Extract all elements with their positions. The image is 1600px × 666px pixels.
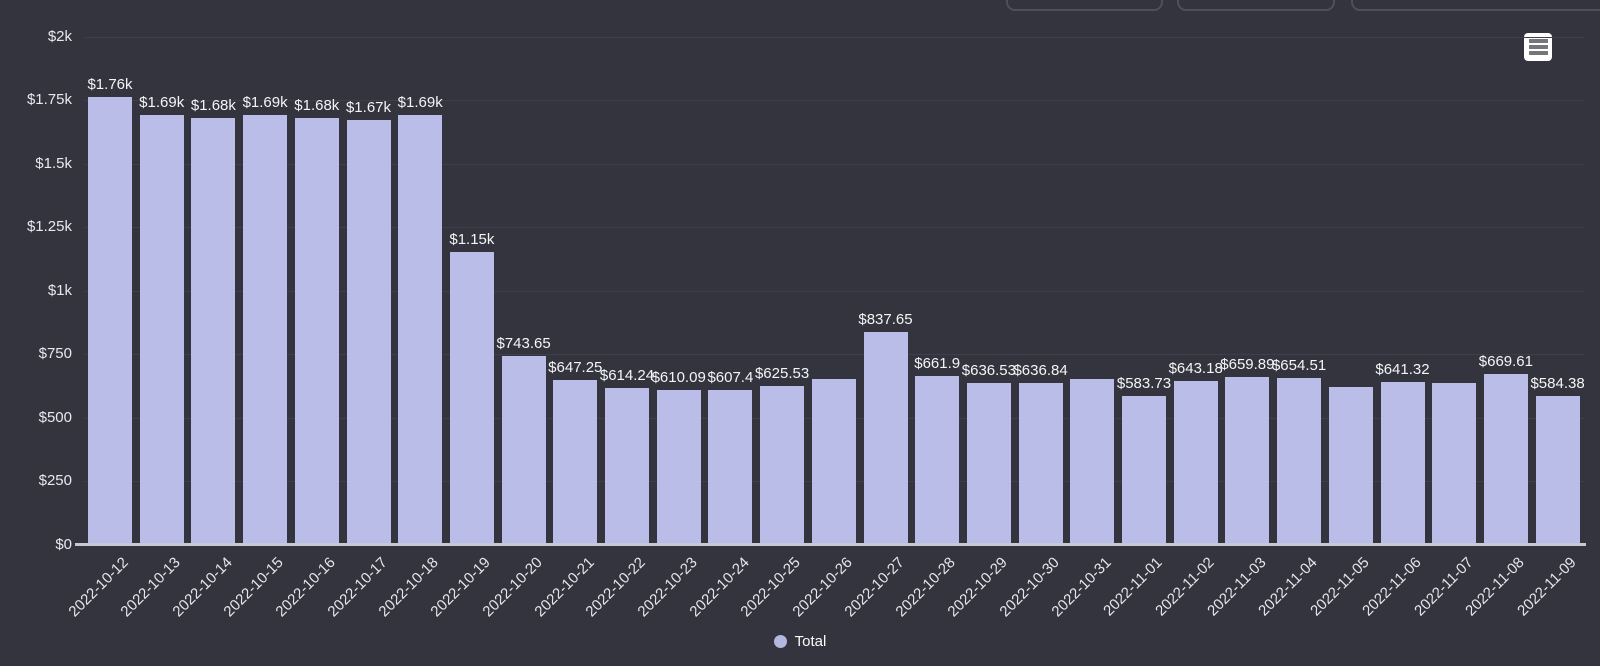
bar-value-label: $647.25 xyxy=(548,359,603,377)
bar-value-label: $1.69k xyxy=(242,94,288,112)
legend-label: Total xyxy=(794,632,827,650)
bar[interactable] xyxy=(1173,381,1218,545)
y-axis-tick-label: $0 xyxy=(55,535,72,553)
bar[interactable] xyxy=(553,380,598,545)
gridline xyxy=(85,227,1585,228)
bar-value-label: $669.61 xyxy=(1478,353,1533,371)
bar-value-label: $643.18 xyxy=(1168,360,1223,378)
bar-value-label: $654.51 xyxy=(1271,357,1327,375)
bar-value-label: $641.32 xyxy=(1375,360,1430,378)
y-axis-tick-label: $1.5k xyxy=(35,154,72,172)
bar[interactable] xyxy=(449,252,494,545)
bar-value-label: $583.73 xyxy=(1116,375,1172,393)
legend-item-total[interactable]: Total xyxy=(0,631,1600,651)
bar-value-label: $659.89 xyxy=(1220,355,1275,373)
bar[interactable] xyxy=(1122,396,1166,545)
bar-value-label: $607.4 xyxy=(707,369,754,387)
bar[interactable] xyxy=(708,390,753,545)
bar-value-label: $1.15k xyxy=(449,231,495,249)
bar[interactable] xyxy=(1225,376,1270,545)
bar-value-label: $610.09 xyxy=(651,368,706,386)
y-axis-tick-label: $1.75k xyxy=(26,91,72,108)
bar[interactable] xyxy=(1380,381,1425,545)
bar[interactable] xyxy=(1018,382,1063,545)
y-axis-tick-label: $500 xyxy=(38,408,72,426)
bar-value-label: $614.24 xyxy=(599,367,655,385)
gridline xyxy=(85,100,1585,101)
gridline xyxy=(85,36,1585,38)
bar[interactable] xyxy=(398,115,443,545)
hamburger-icon xyxy=(1528,39,1548,43)
gridline xyxy=(85,354,1585,355)
hamburger-icon xyxy=(1528,45,1548,49)
y-axis-tick-label: $1.25k xyxy=(26,218,72,235)
bar-value-label: $1.69k xyxy=(139,94,185,112)
y-axis-tick-label: $2k xyxy=(47,27,72,45)
bar-value-label: $1.76k xyxy=(87,76,133,94)
bar[interactable] xyxy=(243,115,288,545)
bar-value-label: $584.38 xyxy=(1530,375,1585,393)
bar[interactable] xyxy=(191,117,236,545)
top-input-box-1[interactable] xyxy=(1006,0,1163,11)
y-axis-tick-label: $1k xyxy=(47,281,72,299)
bar[interactable] xyxy=(760,385,805,545)
bar-value-label: $636.84 xyxy=(1013,361,1068,379)
bar[interactable] xyxy=(139,115,184,545)
chart-export-menu-button[interactable] xyxy=(1524,33,1552,61)
bar-value-label: $1.68k xyxy=(294,96,340,114)
legend-marker xyxy=(773,634,787,648)
bar-value-label: $837.65 xyxy=(858,310,913,328)
y-axis-tick-label: $750 xyxy=(38,345,72,362)
bar[interactable] xyxy=(88,97,132,545)
bar[interactable] xyxy=(1432,383,1477,545)
bar[interactable] xyxy=(501,355,546,545)
top-input-box-3[interactable] xyxy=(1351,0,1600,11)
bar[interactable] xyxy=(915,376,960,545)
bar[interactable] xyxy=(1328,386,1373,545)
top-input-box-2[interactable] xyxy=(1177,0,1335,11)
bar[interactable] xyxy=(605,388,649,545)
bar[interactable] xyxy=(966,382,1011,545)
bar[interactable] xyxy=(294,117,339,545)
bar[interactable] xyxy=(1483,374,1528,545)
bar[interactable] xyxy=(346,120,391,545)
bar-value-label: $1.68k xyxy=(190,96,236,114)
x-axis-line xyxy=(75,543,1586,546)
gridline xyxy=(85,290,1585,292)
bar-value-label: $1.67k xyxy=(345,99,392,117)
bar-value-label: $625.53 xyxy=(754,364,810,382)
bar[interactable] xyxy=(1070,378,1115,545)
bar-value-label: $1.69k xyxy=(397,94,443,112)
hamburger-icon xyxy=(1528,51,1548,55)
bar[interactable] xyxy=(1535,396,1580,545)
bar[interactable] xyxy=(863,331,908,545)
bar-value-label: $636.53 xyxy=(961,361,1016,379)
y-axis-tick-label: $250 xyxy=(38,472,72,489)
bar[interactable] xyxy=(656,389,701,545)
bar[interactable] xyxy=(811,379,856,545)
bar-value-label: $661.9 xyxy=(914,355,961,373)
bar[interactable] xyxy=(1277,378,1322,545)
gridline xyxy=(85,163,1585,165)
bar-value-label: $743.65 xyxy=(496,334,551,352)
